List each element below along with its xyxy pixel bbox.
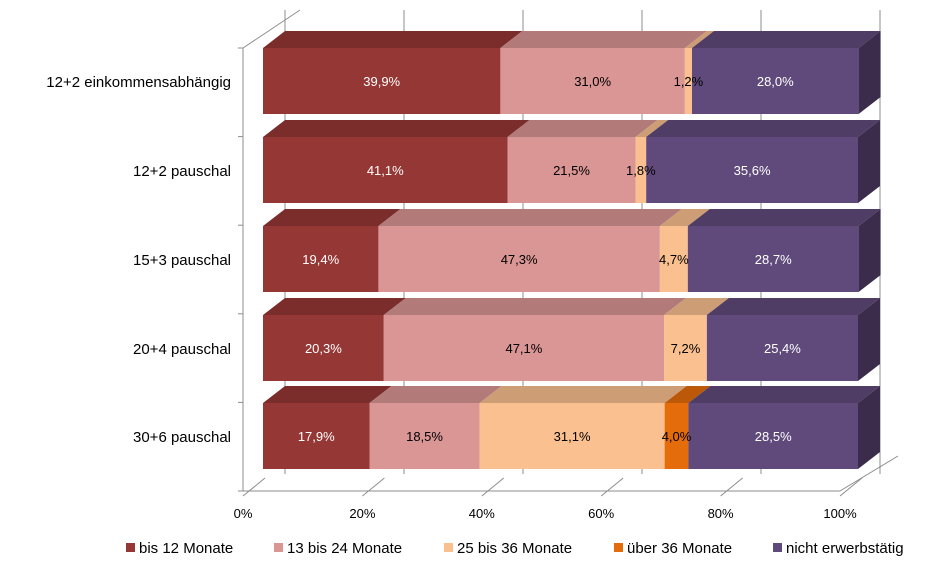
- bar-segment: [659, 226, 688, 292]
- category-label: 15+3 pauschal: [133, 252, 231, 269]
- x-tick-mark: [839, 477, 863, 497]
- category-label: 20+4 pauschal: [133, 341, 231, 358]
- bar-segment: [684, 48, 692, 114]
- bar-top-face: [500, 31, 707, 48]
- bar-top-face: [507, 120, 658, 137]
- bar-top-face: [263, 31, 523, 48]
- legend-swatch: [773, 543, 782, 552]
- data-label: 28,0%: [757, 74, 794, 89]
- data-label: 1,8%: [626, 163, 656, 178]
- bar-top-face: [263, 386, 392, 403]
- bar-top-face: [479, 386, 687, 403]
- bar-top-face: [263, 120, 530, 137]
- bar-top-face: [378, 209, 682, 226]
- category-label: 30+6 pauschal: [133, 429, 231, 446]
- bar-top-face: [635, 120, 669, 137]
- data-label: 18,5%: [406, 429, 443, 444]
- data-label: 4,0%: [662, 429, 692, 444]
- legend-label: bis 12 Monate: [139, 540, 233, 557]
- bar-segment: [635, 137, 647, 203]
- x-tick-mark: [481, 477, 505, 497]
- data-label: 21,5%: [553, 163, 590, 178]
- x-tick-label: 80%: [708, 506, 734, 521]
- legend-label: 25 bis 36 Monate: [457, 540, 572, 557]
- data-label: 47,1%: [505, 341, 542, 356]
- bar-segment: [687, 226, 859, 292]
- x-tick-mark: [362, 477, 385, 497]
- x-tick-label: 60%: [588, 506, 614, 521]
- legend-swatch: [126, 543, 135, 552]
- x-tick-label: 40%: [469, 506, 495, 521]
- data-label: 17,9%: [298, 429, 335, 444]
- legend-swatch: [614, 543, 623, 552]
- legend-label: 13 bis 24 Monate: [287, 540, 402, 557]
- bar-side-face: [858, 386, 880, 469]
- bar-segment: [263, 226, 379, 292]
- bar-top-face: [706, 298, 880, 315]
- bar-side-face: [858, 120, 880, 203]
- bar-top-face: [664, 386, 711, 403]
- bar-segment: [664, 403, 689, 469]
- x-tick-label: 0%: [234, 506, 253, 521]
- bar-segment: [263, 48, 501, 114]
- data-label: 20,3%: [305, 341, 342, 356]
- data-label: 31,1%: [554, 429, 591, 444]
- legend-swatch: [274, 543, 283, 552]
- bar-top-face: [687, 209, 881, 226]
- bar-segment: [383, 315, 665, 381]
- left-wall-top-edge: [242, 9, 301, 49]
- bar-top-face: [684, 31, 714, 48]
- bar-side-face: [858, 209, 881, 292]
- x-tick-label: 100%: [823, 506, 857, 521]
- x-tick-label: 20%: [349, 506, 375, 521]
- data-label: 39,9%: [363, 74, 400, 89]
- bar-top-face: [664, 298, 729, 315]
- bar-segment: [378, 226, 660, 292]
- data-label: 4,7%: [659, 252, 689, 267]
- category-label: 12+2 einkommensabhängig: [46, 74, 231, 91]
- data-label: 19,4%: [302, 252, 339, 267]
- bar-segment: [507, 137, 636, 203]
- bar-segment: [691, 48, 859, 114]
- x-tick-mark: [600, 477, 624, 497]
- bar-segment: [263, 403, 370, 469]
- bar-segment: [369, 403, 480, 469]
- data-label: 28,7%: [755, 252, 792, 267]
- data-label: 35,6%: [734, 163, 771, 178]
- bar-segment: [500, 48, 685, 114]
- bar-side-face: [858, 31, 881, 114]
- x-tick-mark: [720, 477, 743, 497]
- data-label: 7,2%: [671, 341, 701, 356]
- bar-top-face: [263, 298, 406, 315]
- floor-right-edge: [839, 455, 899, 492]
- bar-top-face: [369, 386, 502, 403]
- data-label: 28,5%: [755, 429, 792, 444]
- legend-swatch: [444, 543, 453, 552]
- bar-segment: [688, 403, 858, 469]
- data-label: 41,1%: [367, 163, 404, 178]
- bar-side-face: [858, 298, 880, 381]
- bar-top-face: [263, 209, 401, 226]
- data-label: 25,4%: [764, 341, 801, 356]
- bar-top-face: [691, 31, 881, 48]
- legend-label: über 36 Monate: [627, 540, 732, 557]
- bar-top-face: [646, 120, 880, 137]
- bar-segment: [664, 315, 707, 381]
- legend-label: nicht erwerbstätig: [786, 540, 904, 557]
- bar-segment: [263, 315, 384, 381]
- bar-top-face: [688, 386, 880, 403]
- x-tick-mark: [242, 477, 266, 497]
- category-label: 12+2 pauschal: [133, 163, 231, 180]
- bar-segment: [646, 137, 858, 203]
- data-label: 47,3%: [501, 252, 538, 267]
- bar-segment: [263, 137, 508, 203]
- data-label: 1,2%: [674, 74, 704, 89]
- bar-top-face: [659, 209, 710, 226]
- bar-segment: [706, 315, 858, 381]
- bar-top-face: [383, 298, 687, 315]
- data-label: 31,0%: [574, 74, 611, 89]
- bar-segment: [479, 403, 665, 469]
